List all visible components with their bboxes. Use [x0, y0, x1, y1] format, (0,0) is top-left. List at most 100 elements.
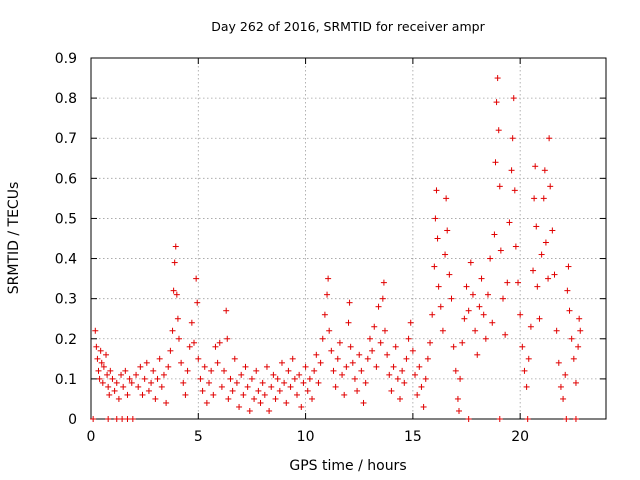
- data-point: [515, 279, 522, 286]
- data-point: [494, 75, 501, 82]
- data-point: [160, 371, 167, 378]
- data-point: [547, 183, 554, 190]
- data-point: [139, 391, 146, 398]
- data-point: [227, 375, 234, 382]
- data-point: [225, 395, 232, 402]
- data-point: [233, 379, 240, 386]
- data-point: [497, 247, 504, 254]
- data-point: [478, 275, 485, 282]
- data-point: [253, 367, 260, 374]
- data-point: [315, 379, 322, 386]
- data-point: [158, 383, 165, 390]
- data-point: [306, 375, 313, 382]
- data-point: [523, 383, 530, 390]
- data-point: [126, 375, 133, 382]
- data-point: [524, 416, 531, 422]
- data-point: [224, 335, 231, 342]
- data-point: [380, 279, 387, 286]
- data-point: [373, 363, 380, 370]
- data-point: [231, 355, 238, 362]
- data-point: [238, 371, 245, 378]
- data-point: [562, 371, 569, 378]
- data-point: [444, 227, 451, 234]
- data-point: [343, 363, 350, 370]
- data-point: [500, 295, 506, 302]
- data-point: [577, 327, 584, 334]
- data-point: [274, 375, 281, 382]
- data-point: [512, 243, 519, 250]
- data-point: [251, 395, 258, 402]
- data-point: [313, 351, 320, 358]
- data-point: [427, 339, 434, 346]
- data-point: [557, 383, 564, 390]
- data-point: [119, 416, 126, 422]
- data-point: [223, 307, 230, 314]
- data-point: [169, 327, 176, 334]
- y-tick-label: 0.2: [55, 332, 77, 348]
- x-tick-label: 0: [87, 429, 96, 445]
- data-point: [362, 379, 369, 386]
- data-point: [463, 283, 470, 290]
- data-point: [493, 99, 500, 106]
- data-point: [465, 307, 472, 314]
- data-point: [546, 135, 553, 142]
- data-point: [194, 299, 201, 306]
- y-axis-label: SRMTID / TECUs: [6, 182, 22, 295]
- data-point: [272, 395, 279, 402]
- data-point: [165, 363, 172, 370]
- data-point: [448, 295, 455, 302]
- y-tick-labels: 0 0.1 0.2 0.3 0.4 0.5 0.6 0.7 0.8 0.9: [55, 51, 77, 428]
- data-point: [454, 395, 461, 402]
- data-point: [457, 375, 464, 382]
- data-point: [186, 343, 193, 350]
- data-point: [541, 167, 548, 174]
- data-point: [266, 407, 273, 414]
- data-point: [133, 371, 140, 378]
- data-point: [409, 347, 416, 354]
- data-point: [263, 363, 270, 370]
- data-point: [309, 395, 316, 402]
- data-point: [156, 355, 163, 362]
- data-point: [294, 391, 300, 398]
- data-point: [564, 287, 571, 294]
- y-tick-label: 0.1: [55, 372, 77, 388]
- data-point: [93, 343, 100, 350]
- data-point: [509, 135, 516, 142]
- data-point: [437, 303, 444, 310]
- data-point: [124, 416, 131, 422]
- data-point: [122, 367, 129, 374]
- data-point: [435, 283, 442, 290]
- data-point: [531, 195, 538, 202]
- data-point: [407, 319, 414, 326]
- data-point: [120, 383, 127, 390]
- data-point: [334, 355, 341, 362]
- data-point: [555, 359, 562, 366]
- data-point: [434, 235, 441, 242]
- data-point: [431, 263, 438, 270]
- data-point: [107, 367, 114, 374]
- data-point: [553, 327, 560, 334]
- data-point: [510, 95, 517, 102]
- data-point: [278, 359, 285, 366]
- data-point: [317, 359, 324, 366]
- data-point: [221, 367, 228, 374]
- data-point: [197, 375, 204, 382]
- data-point: [229, 387, 236, 394]
- data-point: [94, 355, 101, 362]
- data-point: [326, 327, 333, 334]
- x-tick-labels: 0 5 10 15 20: [87, 429, 530, 445]
- data-point: [188, 319, 195, 326]
- data-point: [452, 367, 459, 374]
- data-point: [214, 359, 221, 366]
- data-point: [384, 351, 391, 358]
- data-point: [240, 391, 247, 398]
- data-point: [484, 291, 491, 298]
- data-point: [332, 383, 339, 390]
- data-point: [549, 227, 556, 234]
- data-point: [450, 343, 457, 350]
- data-point: [390, 363, 397, 370]
- data-point: [540, 195, 547, 202]
- data-point: [97, 347, 104, 354]
- data-point: [118, 371, 125, 378]
